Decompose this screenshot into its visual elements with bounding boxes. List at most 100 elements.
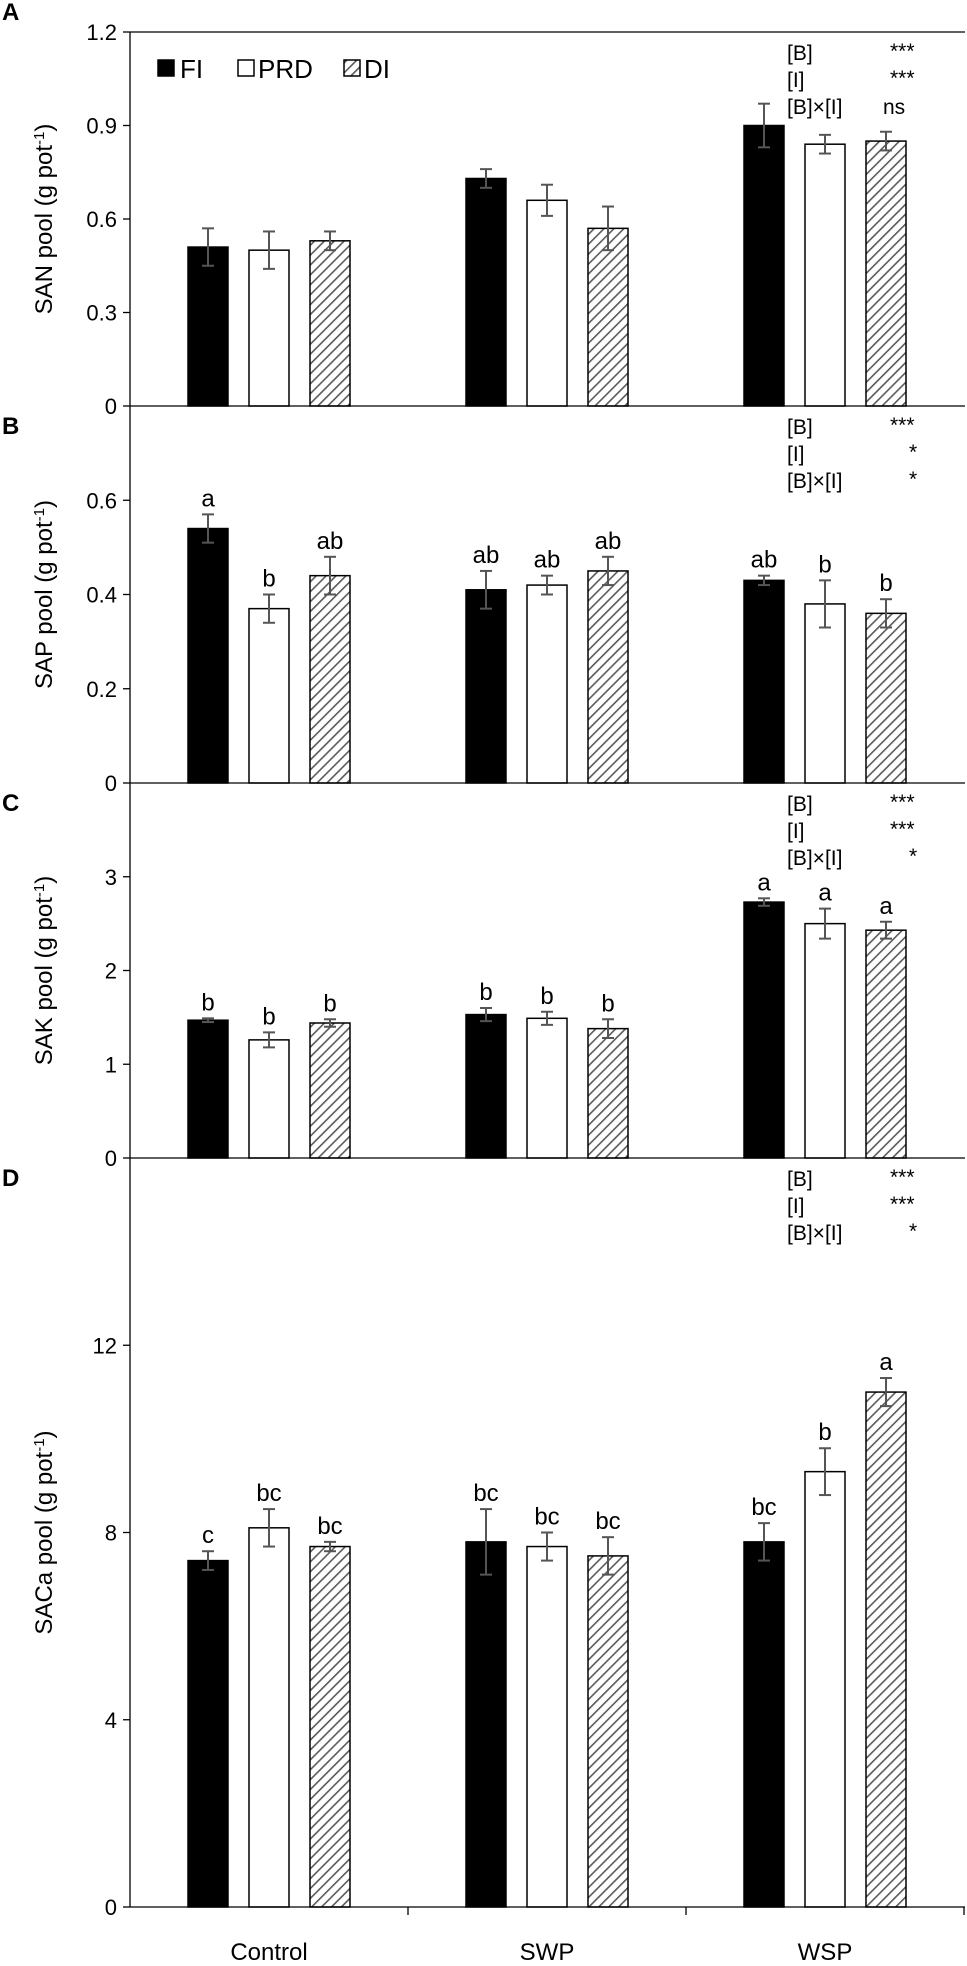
bar-prd-swp xyxy=(526,199,568,407)
bar-di-wsp xyxy=(865,140,907,407)
panel-letter-d: D xyxy=(2,1165,19,1192)
significance-letter: bc xyxy=(256,1480,281,1507)
stat-significance: *** xyxy=(890,1193,915,1216)
legend-swatch-fi xyxy=(157,59,175,77)
bar-di-control xyxy=(309,574,351,784)
bar-fi-wsp xyxy=(743,1541,785,1908)
y-tick-label: 8 xyxy=(105,1521,117,1546)
stat-significance: *** xyxy=(890,40,915,63)
legend-swatch-di xyxy=(343,59,361,77)
significance-letter: b xyxy=(818,551,831,578)
stat-factor-label: [I] xyxy=(787,1195,805,1218)
bar-fi-control xyxy=(187,246,229,407)
bar-fi-swp xyxy=(465,1541,507,1908)
y-tick-label: 0 xyxy=(105,394,117,419)
stat-significance: * xyxy=(909,845,917,868)
significance-letter: bc xyxy=(751,1494,776,1521)
significance-letter: ab xyxy=(534,547,561,574)
y-tick-label: 0.3 xyxy=(86,301,117,326)
stat-factor-label: [I] xyxy=(787,69,805,92)
bar-di-wsp xyxy=(865,612,907,784)
y-axis-title-close: ) xyxy=(31,876,58,884)
y-tick-label: 1.2 xyxy=(86,20,117,45)
y-tick-label: 3 xyxy=(105,865,117,890)
significance-letter: ab xyxy=(595,528,622,555)
bar-prd-wsp xyxy=(804,1470,846,1908)
legend-label-prd: PRD xyxy=(258,54,313,84)
x-label-wsp: WSP xyxy=(798,1939,853,1966)
y-tick-label: 0.2 xyxy=(86,677,117,702)
bar-prd-control xyxy=(248,607,290,784)
stat-significance: *** xyxy=(890,818,915,841)
panel-letter-b: B xyxy=(2,413,19,440)
bar-di-control xyxy=(309,1545,351,1908)
bar-prd-wsp xyxy=(804,603,846,784)
y-axis-title-main: SACa pool (g pot xyxy=(31,1451,58,1634)
stat-significance: *** xyxy=(890,67,915,90)
y-axis-title-close: ) xyxy=(31,1430,58,1438)
stat-factor-label: [I] xyxy=(787,443,805,466)
x-label-swp: SWP xyxy=(520,1939,575,1966)
stat-significance: *** xyxy=(890,791,915,814)
bar-prd-control xyxy=(248,1527,290,1908)
stat-significance: * xyxy=(909,1220,917,1243)
y-axis-title-main: SAN pool (g pot xyxy=(31,145,58,315)
y-tick-label: 0.6 xyxy=(86,207,117,232)
y-tick-label: 2 xyxy=(105,959,117,984)
legend-label-fi: FI xyxy=(180,54,203,84)
significance-letter: ab xyxy=(751,547,778,574)
bar-fi-control xyxy=(187,1559,229,1908)
stat-significance: * xyxy=(909,441,917,464)
significance-letter: b xyxy=(601,990,614,1017)
y-axis-title: SACa pool (g pot-1) xyxy=(31,1430,58,1634)
stat-factor-label: [B]×[I] xyxy=(787,1222,842,1245)
significance-letter: a xyxy=(818,880,832,907)
bar-fi-swp xyxy=(465,589,507,784)
bar-di-wsp xyxy=(865,1391,907,1908)
y-tick-label: 4 xyxy=(105,1708,117,1733)
significance-letter: bc xyxy=(595,1508,620,1535)
y-tick-label: 0.4 xyxy=(86,583,117,608)
significance-letter: b xyxy=(262,1003,275,1030)
stat-significance: *** xyxy=(890,1166,915,1189)
bar-prd-wsp xyxy=(804,143,846,407)
significance-letter: b xyxy=(201,989,214,1016)
significance-letter: b xyxy=(323,990,336,1017)
y-axis-title-superscript: -1 xyxy=(31,132,48,145)
significance-letter: a xyxy=(757,869,771,896)
significance-letter: ab xyxy=(317,528,344,555)
stat-factor-label: [B]×[I] xyxy=(787,470,842,493)
bar-di-swp xyxy=(587,227,629,407)
panel-b: B 0 0.2 0.4 0.6 SAP pool (g pot-1) a ab ab b ab b ab… xyxy=(2,406,965,796)
y-tick-label: 0 xyxy=(105,1146,117,1171)
bar-fi-swp xyxy=(465,1013,507,1159)
significance-letter: b xyxy=(540,983,553,1010)
stat-factor-label: [B]×[I] xyxy=(787,847,842,870)
bar-fi-wsp xyxy=(743,579,785,784)
bar-di-control xyxy=(309,240,351,407)
y-tick-label: 0 xyxy=(105,1895,117,1920)
bar-prd-wsp xyxy=(804,922,846,1159)
y-tick-label: 12 xyxy=(93,1333,117,1358)
y-axis-title-main: SAP pool (g pot xyxy=(31,521,58,689)
stat-factor-label: [B] xyxy=(787,1168,813,1191)
y-axis-title-superscript: -1 xyxy=(31,1438,48,1451)
y-axis-title: SAK pool (g pot-1) xyxy=(31,876,58,1065)
bar-di-swp xyxy=(587,1555,629,1908)
bar-prd-swp xyxy=(526,1545,568,1908)
y-axis-title-superscript: -1 xyxy=(31,508,48,521)
stat-factor-label: [I] xyxy=(787,820,805,843)
legend-label-di: DI xyxy=(364,54,390,84)
panel-letter-a: A xyxy=(2,0,19,26)
significance-letter: bc xyxy=(534,1504,559,1531)
x-category-labels: Control SWP WSP xyxy=(230,1939,852,1966)
stat-significance: * xyxy=(909,468,917,491)
bar-di-swp xyxy=(587,1027,629,1159)
y-axis-title-main: SAK pool (g pot xyxy=(31,897,58,1065)
y-tick-label: 1 xyxy=(105,1052,117,1077)
significance-letter: bc xyxy=(473,1480,498,1507)
significance-letter: b xyxy=(818,1419,831,1446)
bar-fi-control xyxy=(187,1019,229,1159)
y-axis-title-close: ) xyxy=(31,124,58,132)
